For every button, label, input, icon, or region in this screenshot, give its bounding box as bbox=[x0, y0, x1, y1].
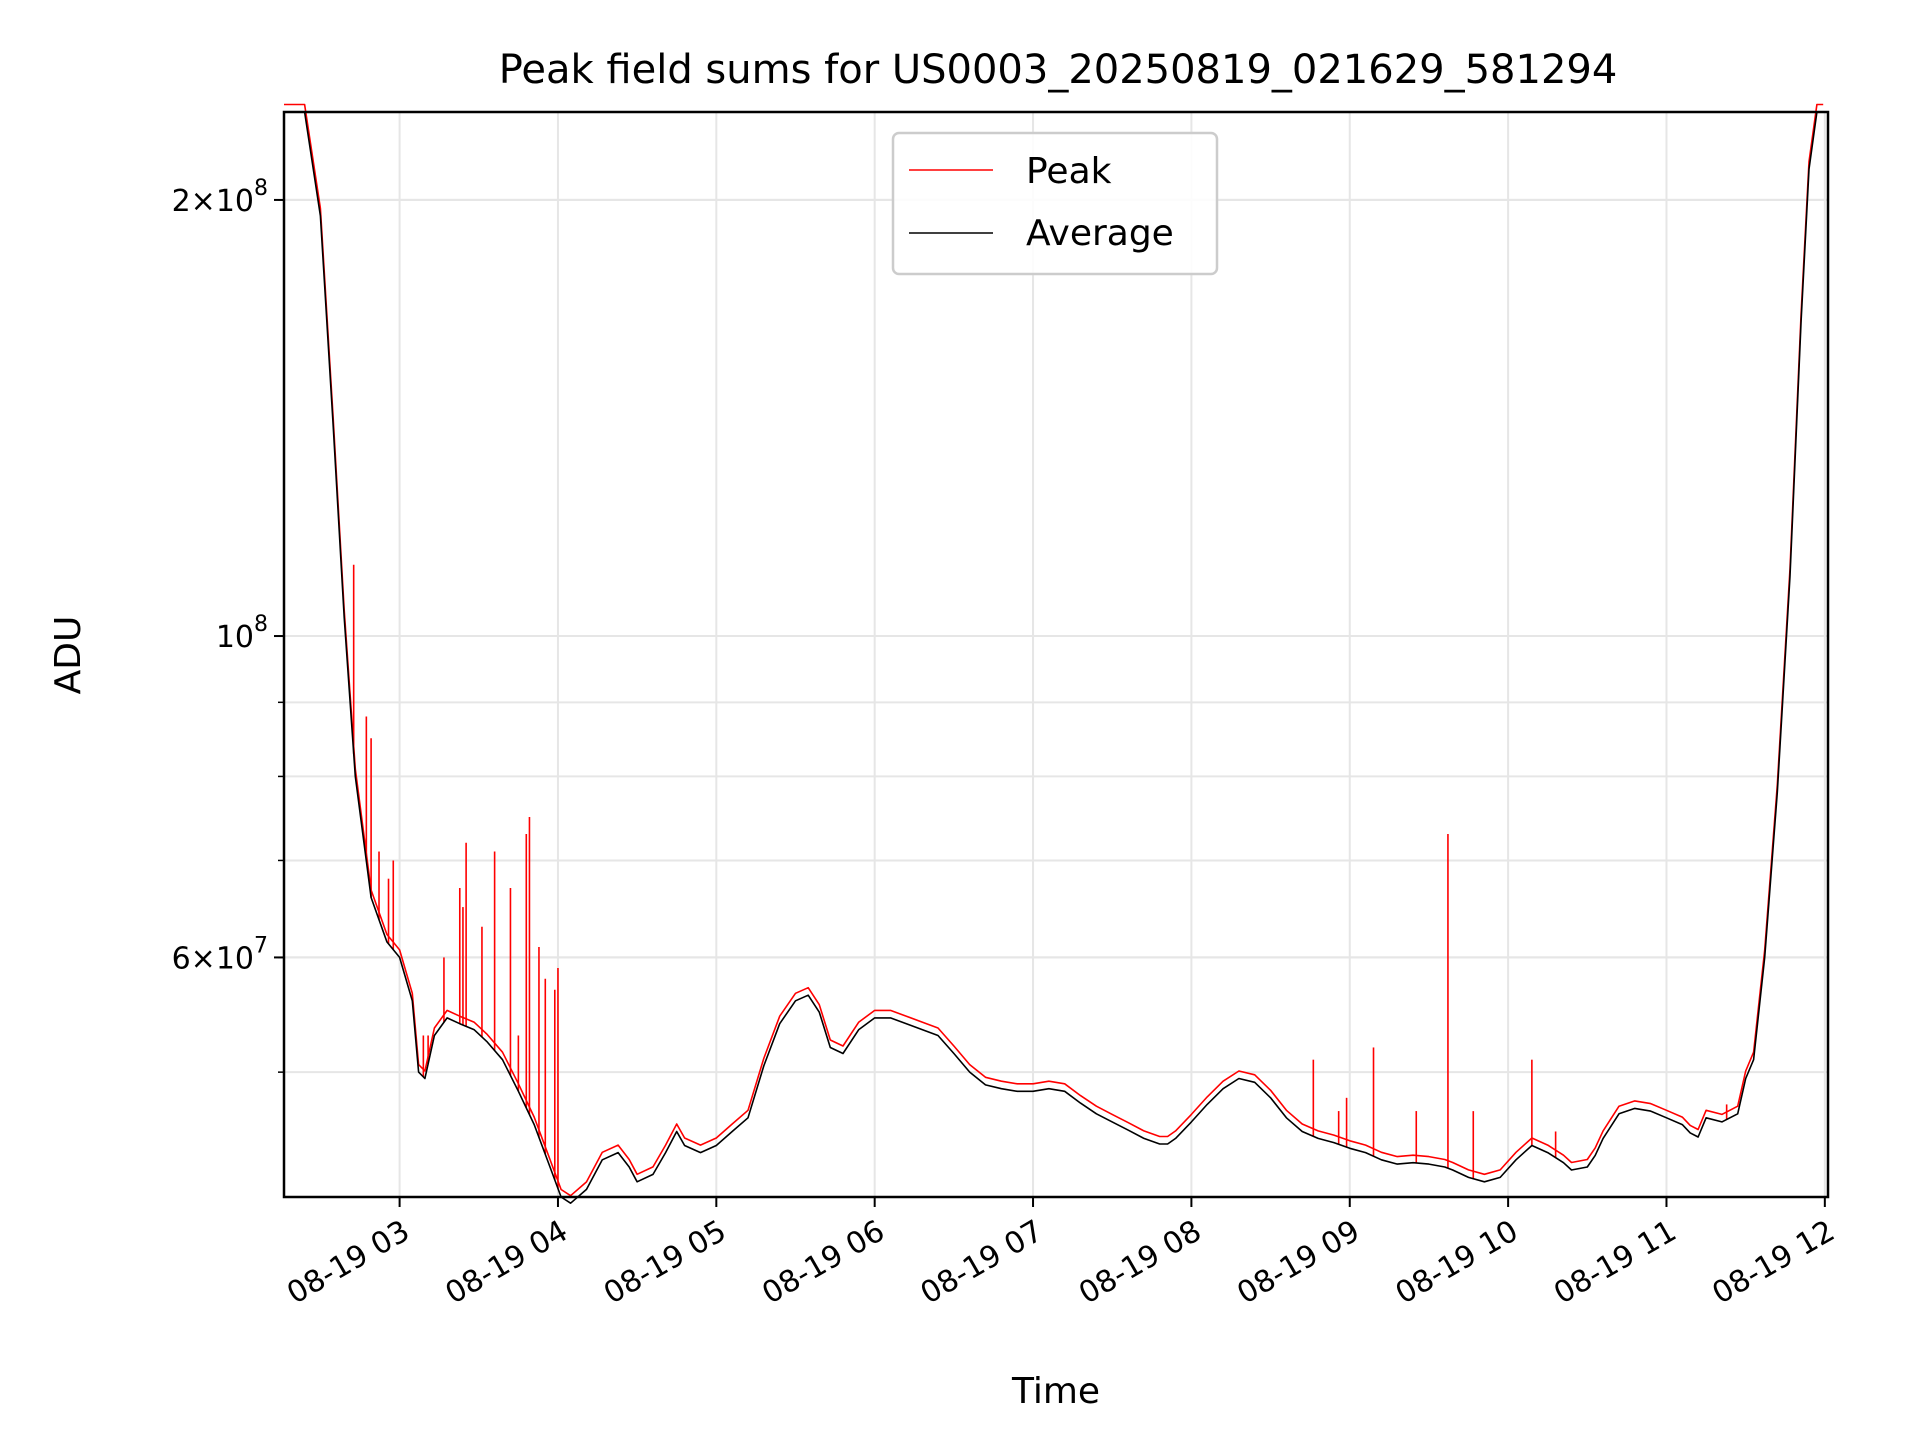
y-tick-exponent: 8 bbox=[254, 612, 268, 637]
chart-title: Peak field sums for US0003_20250819_0216… bbox=[499, 47, 1618, 93]
y-tick-exponent: 7 bbox=[254, 933, 268, 958]
y-tick-exponent: 8 bbox=[254, 176, 268, 201]
plot-frame bbox=[282, 110, 1830, 1199]
average-series bbox=[284, 111, 1824, 1204]
y-tick-base: 6×10 bbox=[172, 941, 254, 976]
legend-peak-label: Peak bbox=[1026, 151, 1112, 192]
y-tick-base: 10 bbox=[216, 620, 254, 655]
y-tick-label: 2×108 bbox=[172, 176, 268, 219]
legend-average-label: Average bbox=[1026, 213, 1174, 254]
y-tick-label: 108 bbox=[216, 612, 268, 655]
peak-series bbox=[284, 103, 1824, 1197]
legend: Peak Average bbox=[891, 131, 1219, 276]
average-line bbox=[284, 111, 1824, 1204]
y-axis-label: ADU bbox=[48, 616, 89, 695]
y-tick-base: 2×10 bbox=[172, 184, 254, 219]
y-tick-label: 6×107 bbox=[172, 933, 268, 976]
x-axis-label: Time bbox=[1011, 1371, 1100, 1412]
legend-box bbox=[891, 131, 1219, 276]
